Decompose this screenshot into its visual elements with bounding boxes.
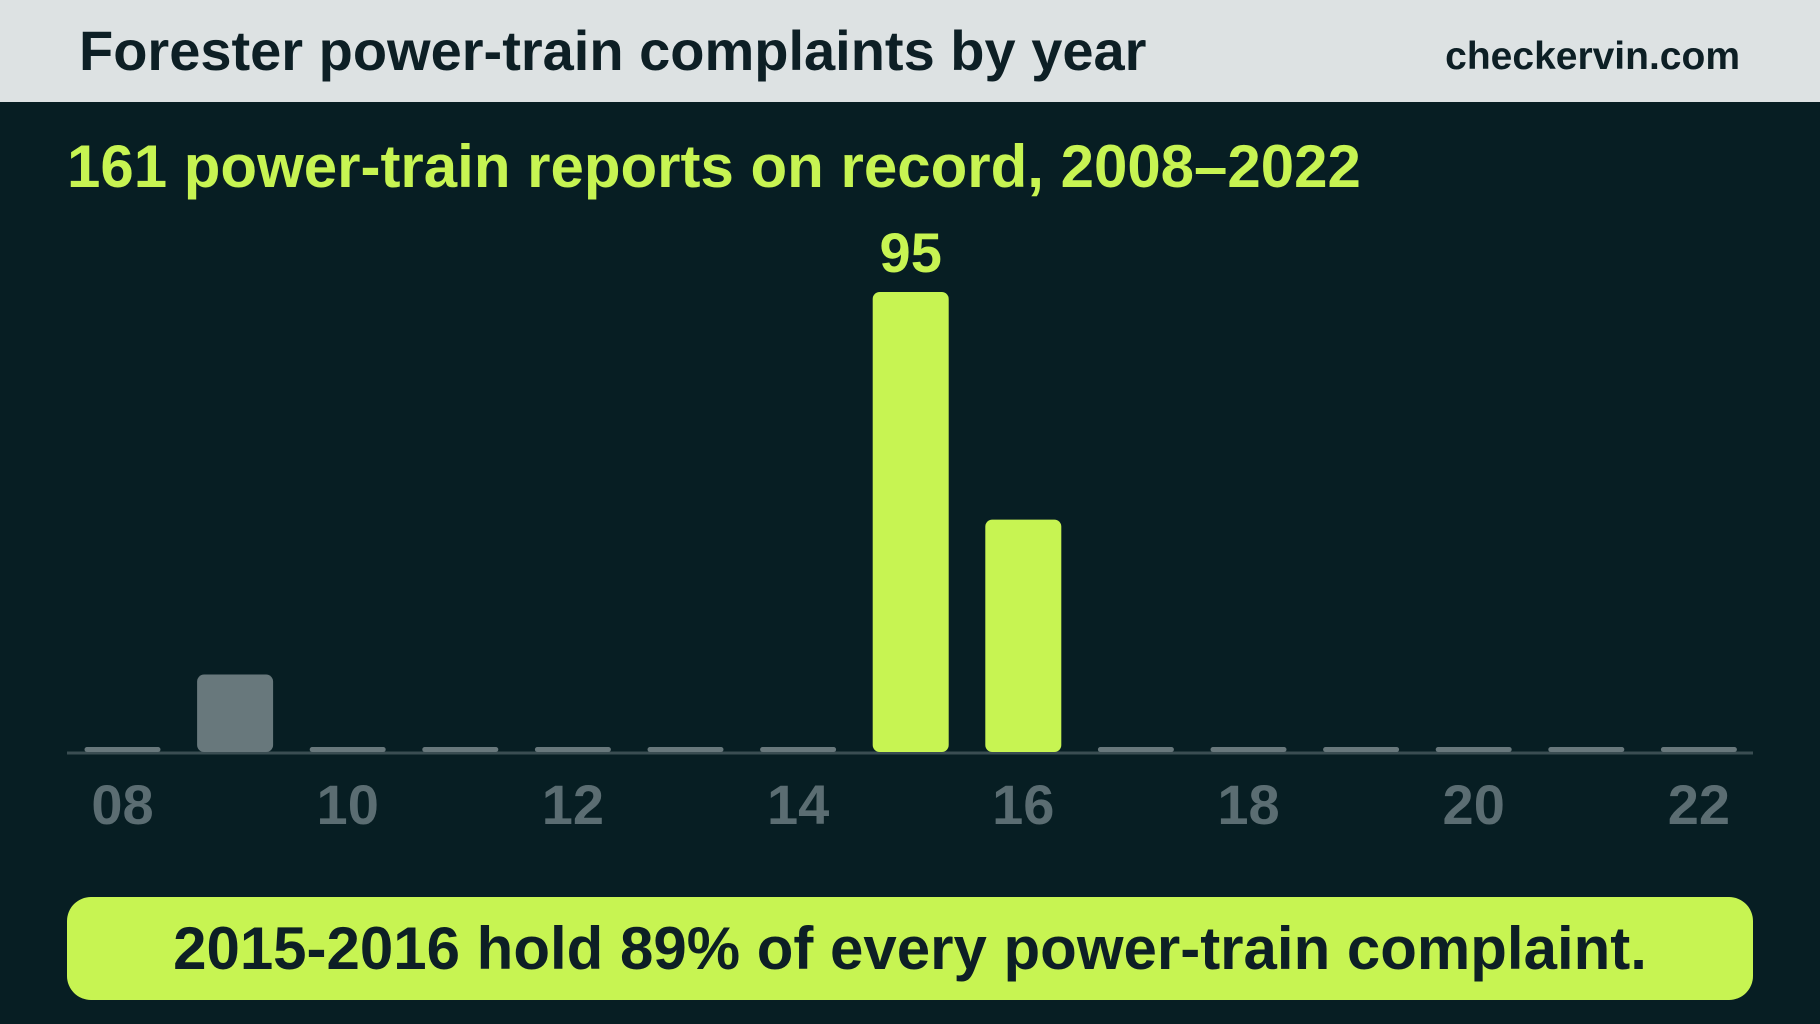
bar-13 (647, 747, 724, 752)
chart-subtitle: 161 power-train reports on record, 2008–… (67, 133, 1361, 200)
bar-20 (1435, 747, 1512, 752)
bar-10 (309, 747, 386, 752)
x-tick-label-16: 16 (992, 773, 1054, 836)
x-tick-label-18: 18 (1217, 773, 1279, 836)
bar-19 (1323, 747, 1400, 752)
bar-17 (1097, 747, 1174, 752)
bar-14 (760, 747, 837, 752)
bar-16 (985, 519, 1062, 752)
bar-08 (84, 747, 161, 752)
x-tick-label-14: 14 (767, 773, 829, 836)
bar-18 (1210, 747, 1287, 752)
x-tick-label-22: 22 (1668, 773, 1730, 836)
bar-22 (1660, 747, 1737, 752)
bar-09 (197, 674, 274, 752)
bar-15 (872, 292, 949, 752)
callout-box: 2015-2016 hold 89% of every power-train … (67, 897, 1753, 1000)
bar-11 (422, 747, 499, 752)
bar-12 (534, 747, 611, 752)
header-bar: Forester power-train complaints by year … (0, 0, 1820, 102)
x-tick-label-08: 08 (91, 773, 153, 836)
x-tick-label-12: 12 (542, 773, 604, 836)
x-tick-label-10: 10 (317, 773, 379, 836)
site-name: checkervin.com (1445, 35, 1740, 78)
bar-21 (1548, 747, 1625, 752)
data-label-15: 95 (880, 221, 942, 284)
callout-text: 2015-2016 hold 89% of every power-train … (173, 915, 1647, 982)
bar-chart: 08 10 12 14 95 16 18 20 22 (67, 221, 1753, 836)
x-tick-label-20: 20 (1443, 773, 1505, 836)
page-title: Forester power-train complaints by year (79, 19, 1147, 82)
